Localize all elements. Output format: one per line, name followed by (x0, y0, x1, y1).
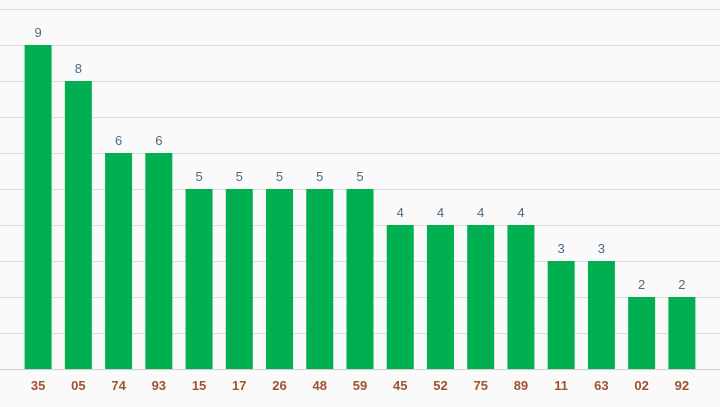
bar-63 (587, 261, 615, 369)
bar-93 (145, 153, 173, 369)
value-label-48: 5 (316, 169, 323, 184)
value-label-52: 4 (437, 205, 444, 220)
value-label-92: 2 (678, 277, 685, 292)
bar-92 (668, 297, 696, 369)
tick-label-17: 17 (232, 378, 246, 393)
tick-label-05: 05 (71, 378, 85, 393)
value-label-45: 4 (397, 205, 404, 220)
bar-59 (346, 189, 374, 369)
bar-52 (426, 225, 454, 369)
value-label-59: 5 (356, 169, 363, 184)
tick-label-35: 35 (31, 378, 45, 393)
tick-label-02: 02 (634, 378, 648, 393)
bar-26 (266, 189, 294, 369)
tick-label-93: 93 (152, 378, 166, 393)
bars (24, 45, 696, 369)
bar-17 (225, 189, 253, 369)
value-label-26: 5 (276, 169, 283, 184)
value-label-35: 9 (35, 25, 42, 40)
tick-label-45: 45 (393, 378, 407, 393)
bar-89 (507, 225, 535, 369)
bar-48 (306, 189, 334, 369)
value-label-75: 4 (477, 205, 484, 220)
tick-label-63: 63 (594, 378, 608, 393)
bar-45 (386, 225, 414, 369)
value-labels: 9 8 6 6 5 5 5 5 5 4 4 4 4 3 3 2 2 (35, 25, 686, 292)
value-label-63: 3 (598, 241, 605, 256)
value-label-02: 2 (638, 277, 645, 292)
bar-11 (547, 261, 575, 369)
bar-15 (185, 189, 213, 369)
bar-35 (24, 45, 52, 369)
x-axis-ticks: 35 05 74 93 15 17 26 48 59 45 52 75 89 11 63 02 92 (31, 378, 689, 393)
tick-label-92: 92 (675, 378, 689, 393)
bar-75 (467, 225, 495, 369)
bar-02 (628, 297, 656, 369)
value-label-15: 5 (195, 169, 202, 184)
bar-74 (105, 153, 133, 369)
value-label-11: 3 (558, 241, 565, 256)
tick-label-89: 89 (514, 378, 528, 393)
value-label-74: 6 (115, 133, 122, 148)
tick-label-74: 74 (111, 378, 126, 393)
value-label-89: 4 (517, 205, 524, 220)
value-label-05: 8 (75, 61, 82, 76)
tick-label-11: 11 (554, 378, 568, 393)
tick-label-26: 26 (272, 378, 286, 393)
value-label-17: 5 (236, 169, 243, 184)
tick-label-75: 75 (473, 378, 487, 393)
value-label-93: 6 (155, 133, 162, 148)
tick-label-15: 15 (192, 378, 206, 393)
tick-label-48: 48 (313, 378, 327, 393)
bar-05 (64, 81, 92, 369)
tick-label-52: 52 (433, 378, 447, 393)
tick-label-59: 59 (353, 378, 367, 393)
